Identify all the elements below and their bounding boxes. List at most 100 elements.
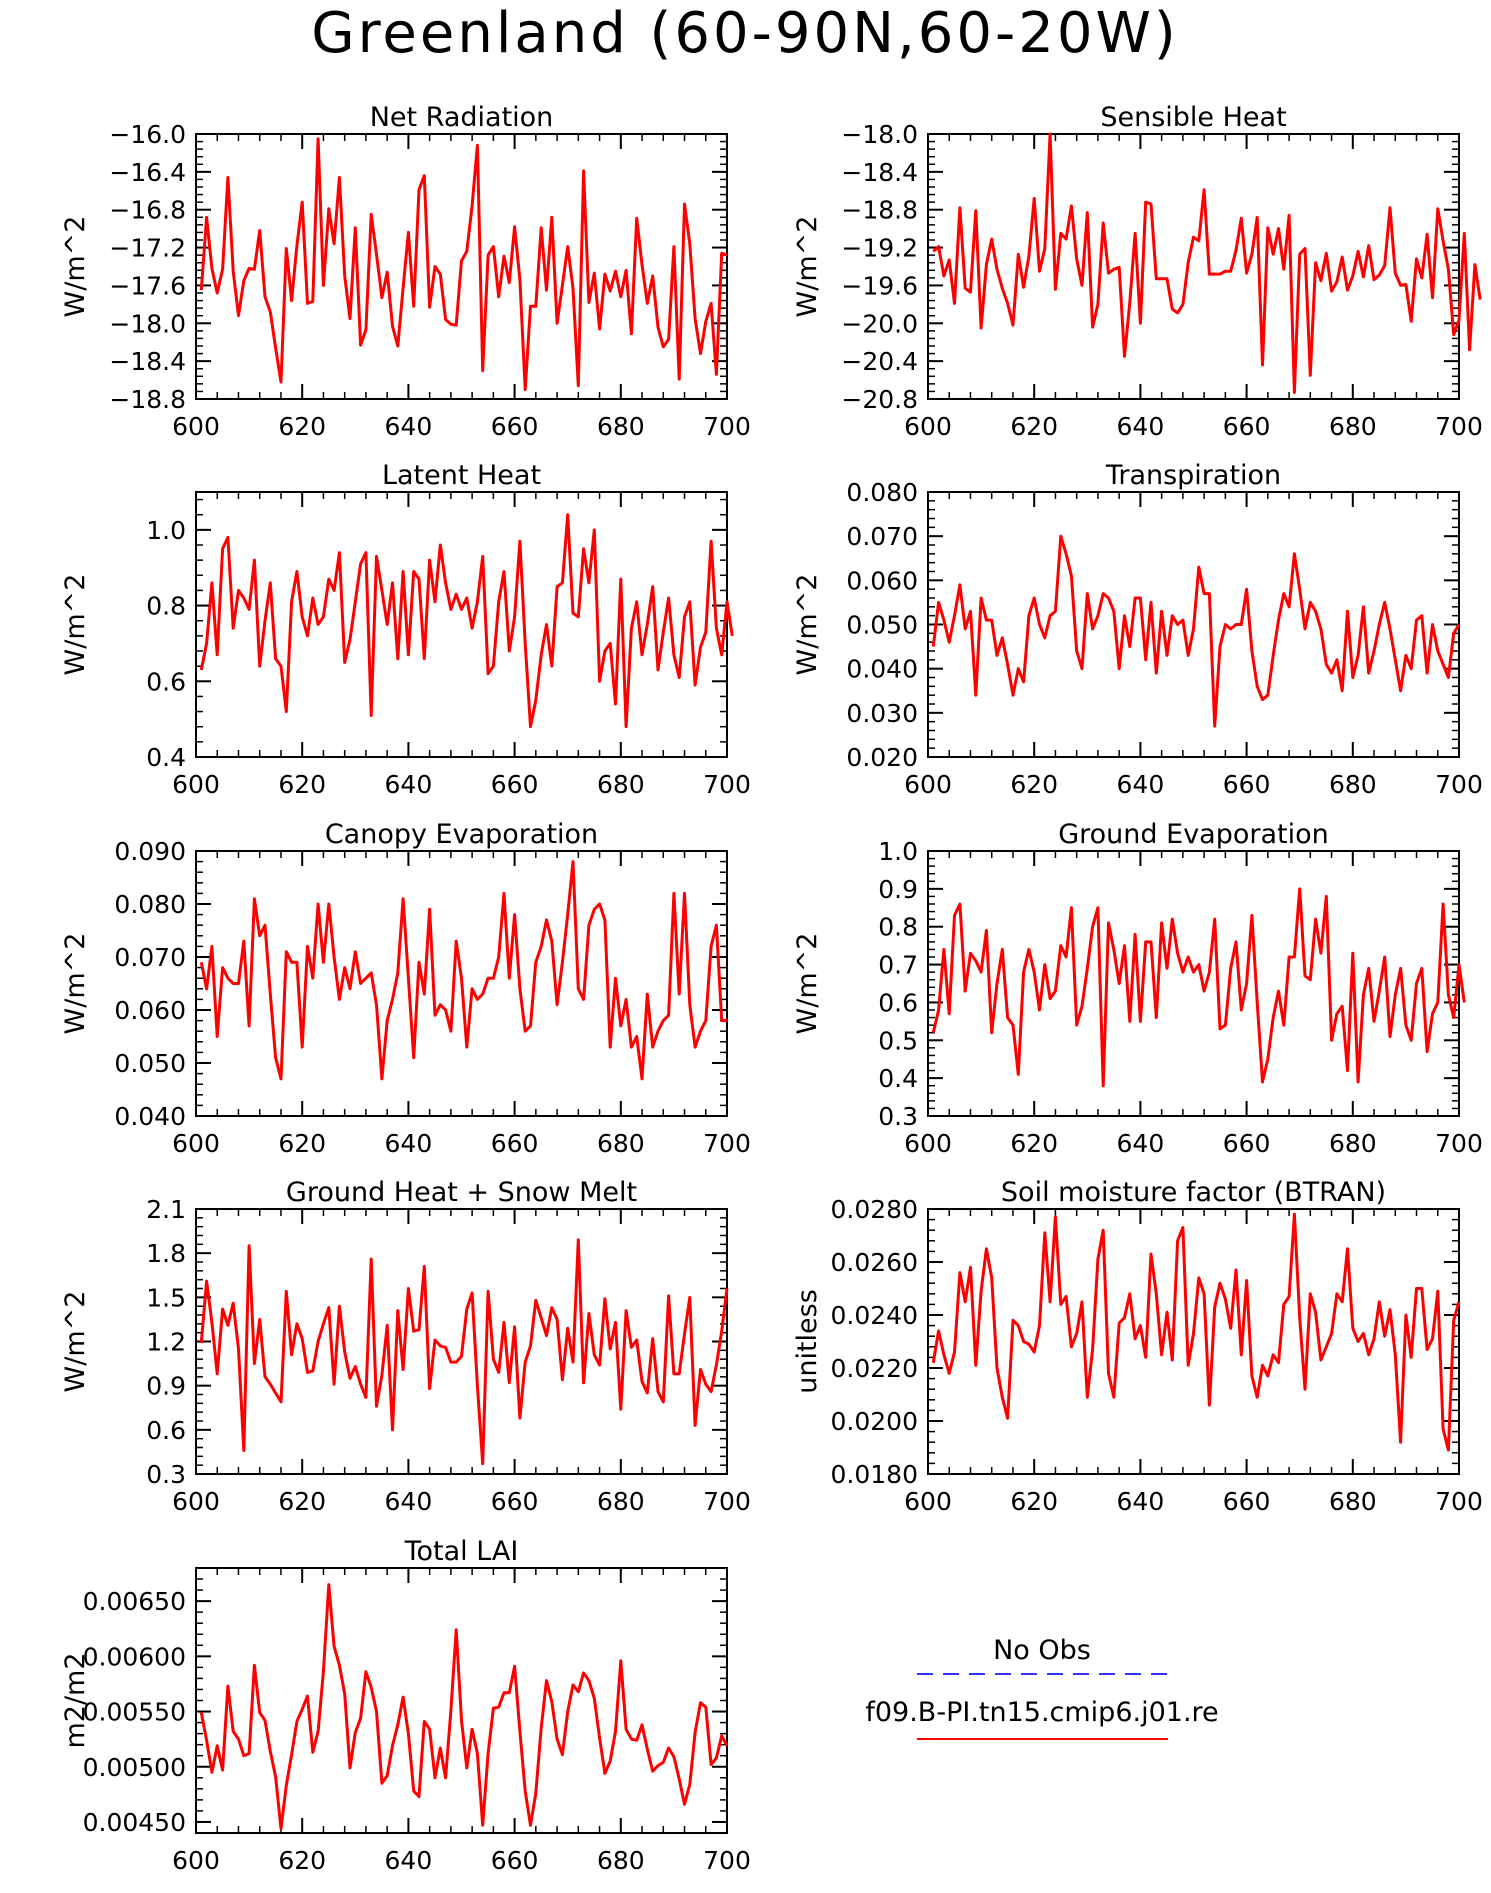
y-tick-label: 0.080 — [846, 478, 918, 507]
y-tick-label: 0.0280 — [831, 1195, 918, 1224]
y-tick-label: 0.060 — [846, 566, 918, 595]
x-tick-label: 620 — [1010, 1487, 1058, 1516]
y-tick-label: 0.0260 — [831, 1248, 918, 1277]
y-tick-label: 0.00450 — [83, 1808, 186, 1837]
chart-panel: 600 620 640 660 680 700 0.020 0.030 0.040 0.050 0.… — [792, 460, 1483, 799]
y-tick-label: 0.0220 — [831, 1354, 918, 1383]
x-tick-label: 640 — [385, 1129, 433, 1158]
x-tick-label: 600 — [172, 770, 220, 799]
chart-panel: 600 620 640 660 680 700 0.0180 0.0200 0.0220 0.02… — [792, 1177, 1483, 1516]
y-tick-label: 0.0240 — [831, 1301, 918, 1330]
y-tick-label: 0.8 — [146, 592, 186, 621]
y-tick-label: −20.0 — [841, 309, 918, 338]
y-axis-label: W/m^2 — [60, 1291, 91, 1393]
x-tick-label: 700 — [1435, 770, 1483, 799]
y-tick-label: 0.3 — [878, 1102, 918, 1131]
x-tick-label: 660 — [491, 1487, 539, 1516]
x-tick-label: 680 — [1329, 770, 1377, 799]
legend-label-no-obs: No Obs — [993, 1635, 1091, 1666]
legend-label-model: f09.B-PI.tn15.cmip6.j01.re — [865, 1697, 1218, 1728]
chart-panel: 600 620 640 660 680 700 0.3 0.4 0.5 0.6 0.7 0.8 0.9 1… — [792, 819, 1483, 1158]
plot-frame — [927, 133, 1460, 400]
y-tick-label: −16.8 — [109, 196, 186, 225]
y-tick-label: 0.9 — [878, 875, 918, 904]
y-tick-label: −17.6 — [109, 271, 186, 300]
figure-title: Greenland (60-90N,60-20W) — [311, 1, 1179, 66]
x-tick-label: 640 — [1117, 1129, 1165, 1158]
y-tick-label: 0.7 — [878, 951, 918, 980]
y-tick-label: 0.040 — [846, 655, 918, 684]
x-tick-label: 660 — [491, 1129, 539, 1158]
y-tick-label: −16.4 — [109, 158, 186, 187]
y-tick-label: 0.6 — [146, 1416, 186, 1445]
panel-title: Net Radiation — [370, 102, 554, 133]
plot-frame — [927, 850, 1460, 1117]
data-series-line — [932, 132, 1482, 394]
x-tick-label: 660 — [491, 770, 539, 799]
panel-title: Canopy Evaporation — [325, 819, 598, 850]
chart-panel: 600 620 640 660 680 700 0.00450 0.00500 0.00550 0… — [60, 1536, 751, 1875]
y-tick-label: 0.5 — [878, 1026, 918, 1055]
y-tick-label: 0.6 — [878, 988, 918, 1017]
y-tick-label: 1.2 — [146, 1328, 186, 1357]
y-tick-label: −18.0 — [841, 120, 918, 149]
y-tick-label: 0.0200 — [831, 1407, 918, 1436]
x-tick-label: 620 — [278, 1129, 326, 1158]
x-tick-label: 700 — [703, 1129, 751, 1158]
y-tick-label: 0.00600 — [83, 1642, 186, 1671]
x-tick-label: 700 — [703, 1846, 751, 1875]
x-tick-label: 640 — [385, 412, 433, 441]
y-tick-label: −20.4 — [841, 347, 918, 376]
y-tick-label: 0.6 — [146, 667, 186, 696]
plot-frame — [927, 1208, 1460, 1475]
x-tick-label: 680 — [1329, 412, 1377, 441]
y-tick-label: 0.00550 — [83, 1698, 186, 1727]
x-tick-label: 600 — [904, 770, 952, 799]
y-tick-label: −18.0 — [109, 309, 186, 338]
chart-panel: 600 620 640 660 680 700 0.4 0.6 0.8 1.0 Latent Hea… — [60, 460, 751, 799]
data-series-line — [931, 1212, 1461, 1452]
y-tick-label: 0.050 — [846, 611, 918, 640]
x-tick-label: 600 — [904, 412, 952, 441]
data-series-line — [199, 513, 734, 729]
data-series-line — [931, 534, 1461, 728]
y-tick-label: 0.080 — [114, 890, 186, 919]
x-tick-label: 600 — [172, 1487, 220, 1516]
y-tick-label: 0.070 — [114, 943, 186, 972]
y-tick-label: 0.3 — [146, 1460, 186, 1489]
x-tick-label: 680 — [597, 1487, 645, 1516]
y-tick-label: −20.8 — [841, 385, 918, 414]
plot-frame — [195, 850, 728, 1117]
y-tick-label: 1.5 — [146, 1283, 186, 1312]
x-tick-label: 700 — [1435, 412, 1483, 441]
x-tick-label: 660 — [1223, 1129, 1271, 1158]
y-tick-label: 0.00650 — [83, 1587, 186, 1616]
panels: 600 620 640 660 680 700 −18.8 −18.4 −18.0 −17.6 −1… — [60, 102, 1483, 1875]
x-tick-label: 620 — [278, 412, 326, 441]
y-tick-label: 0.9 — [146, 1372, 186, 1401]
y-tick-label: −18.8 — [841, 196, 918, 225]
x-tick-label: 640 — [1117, 770, 1165, 799]
y-axis-label: m2/m2 — [60, 1652, 91, 1748]
y-tick-label: 2.1 — [146, 1195, 186, 1224]
y-tick-label: 0.040 — [114, 1102, 186, 1131]
x-tick-label: 600 — [172, 412, 220, 441]
chart-panel: 600 620 640 660 680 700 0.040 0.050 0.060 0.070 0.… — [60, 819, 751, 1158]
y-axis-label: W/m^2 — [60, 933, 91, 1035]
y-tick-label: −16.0 — [109, 120, 186, 149]
y-tick-label: −18.4 — [841, 158, 918, 187]
y-axis-label: unitless — [792, 1289, 823, 1394]
chart-panel: 600 620 640 660 680 700 −20.8 −20.4 −20.0 −19.6 −1… — [792, 102, 1483, 441]
y-tick-label: 0.060 — [114, 996, 186, 1025]
x-tick-label: 620 — [1010, 412, 1058, 441]
data-series-line — [199, 1238, 729, 1466]
x-tick-label: 700 — [1435, 1129, 1483, 1158]
y-tick-label: 1.8 — [146, 1239, 186, 1268]
x-tick-label: 640 — [385, 770, 433, 799]
y-tick-label: 0.4 — [878, 1064, 918, 1093]
x-tick-label: 600 — [172, 1846, 220, 1875]
y-tick-label: −19.2 — [841, 234, 918, 263]
plot-frame — [195, 491, 728, 758]
y-tick-label: 0.0180 — [831, 1460, 918, 1489]
